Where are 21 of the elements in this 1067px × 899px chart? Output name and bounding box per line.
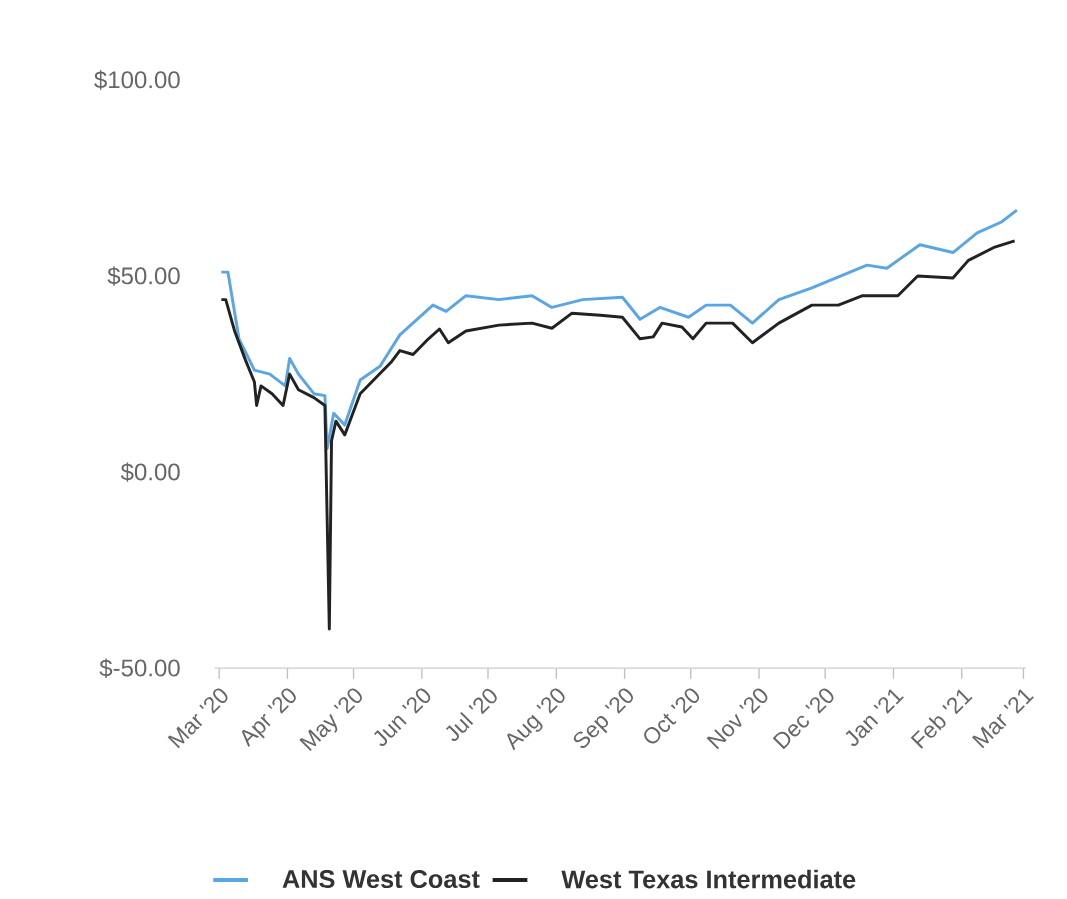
y-tick-label: $0.00 xyxy=(120,462,180,482)
line-series xyxy=(219,239,1017,631)
x-tick-label: Mar '20 xyxy=(167,688,228,749)
x-tick-label: Dec '20 xyxy=(772,688,834,750)
y-tick-label: $100.00 xyxy=(94,70,180,90)
x-tick-label: Jul '20 xyxy=(445,688,497,742)
y-tick-label: $-50.00 xyxy=(99,658,180,678)
x-tick-label: Nov '20 xyxy=(706,688,768,750)
x-tick-label: May '20 xyxy=(299,688,362,752)
x-tick-label: Oct '20 xyxy=(644,688,700,744)
x-tick-label: Jun '20 xyxy=(374,688,431,747)
x-tick-label: Mar '21 xyxy=(971,689,1034,749)
x-tick-label: Apr '20 xyxy=(241,688,296,748)
y-tick-label: $50.00 xyxy=(107,266,180,286)
x-tick-label: Feb '21 xyxy=(910,689,973,749)
x-tick-label: Sep '20 xyxy=(573,688,633,749)
legend-label: West Texas Intermediate xyxy=(561,869,856,889)
x-tick-label: Jan '21 xyxy=(845,689,904,747)
line-series xyxy=(219,208,1019,451)
legend-label: ANS West Coast xyxy=(282,870,480,889)
x-tick-label: Aug '20 xyxy=(507,688,565,751)
